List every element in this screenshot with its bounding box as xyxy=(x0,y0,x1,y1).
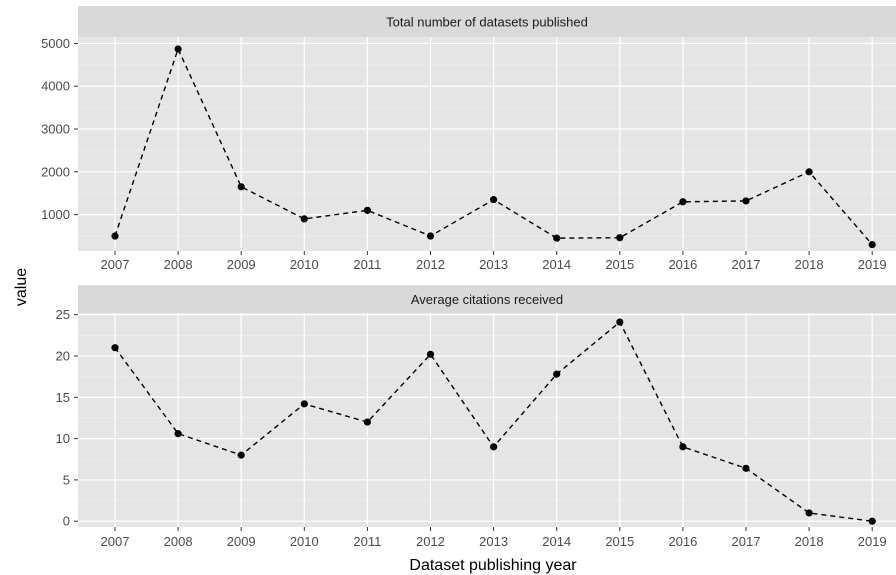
data-point xyxy=(616,234,624,242)
x-tick-label: 2009 xyxy=(227,534,256,549)
x-tick-label: 2014 xyxy=(542,257,571,272)
x-tick-label: 2015 xyxy=(605,257,634,272)
x-tick-label: 2018 xyxy=(795,257,824,272)
data-point xyxy=(300,400,308,408)
x-tick-label: 2017 xyxy=(732,534,761,549)
data-point xyxy=(868,240,876,249)
data-point xyxy=(616,318,624,326)
x-tick-label: 2008 xyxy=(164,257,193,272)
x-tick-label: 2012 xyxy=(416,257,445,272)
x-tick-label: 2011 xyxy=(353,534,381,549)
x-tick-label: 2009 xyxy=(227,257,256,272)
x-tick-label: 2010 xyxy=(290,257,319,272)
data-point xyxy=(426,232,435,240)
x-tick-label: 2013 xyxy=(479,534,508,549)
x-tick-label: 2014 xyxy=(542,534,571,549)
x-tick-label: 2008 xyxy=(164,534,193,549)
y-tick-label: 2000 xyxy=(41,164,70,179)
data-point xyxy=(111,344,119,352)
y-tick-label: 25 xyxy=(56,307,70,322)
y-tick-label: 5 xyxy=(63,472,70,487)
data-point xyxy=(237,451,245,459)
x-tick-label: 2019 xyxy=(858,534,887,549)
data-point xyxy=(868,517,876,525)
data-point xyxy=(426,350,435,358)
y-tick-label: 10 xyxy=(56,431,70,446)
x-tick-label: 2015 xyxy=(605,534,634,549)
facet-panel-1: Total number of datasets published 1000 20… xyxy=(41,6,896,272)
y-tick-label: 1000 xyxy=(41,207,70,222)
x-tick-label: 2018 xyxy=(795,534,824,549)
y-tick-label: 5000 xyxy=(41,36,70,51)
plot-panel xyxy=(78,313,896,527)
x-tick-label: 2007 xyxy=(101,257,130,272)
x-tick-label: 2013 xyxy=(479,257,508,272)
facet-title: Average citations received xyxy=(411,292,563,307)
data-point xyxy=(553,370,561,378)
x-axis-title: Dataset publishing year xyxy=(409,557,577,574)
facet-strip xyxy=(78,6,896,37)
data-point xyxy=(363,206,371,214)
y-axis-title: value xyxy=(13,268,30,306)
facet-strip xyxy=(78,285,896,313)
data-point xyxy=(742,197,750,205)
y-tick-label: 3000 xyxy=(41,122,70,137)
y-tick-label: 0 xyxy=(63,514,70,529)
data-point xyxy=(363,418,371,426)
data-point xyxy=(300,215,308,223)
x-tick-label: 2010 xyxy=(290,534,319,549)
x-tick-label: 2017 xyxy=(732,257,761,272)
facet-title: Total number of datasets published xyxy=(386,15,588,30)
x-tick-label: 2011 xyxy=(353,257,381,272)
data-point xyxy=(805,168,813,176)
y-tick-label: 15 xyxy=(56,390,70,405)
y-tick-label: 4000 xyxy=(41,79,70,94)
plot-panel xyxy=(78,37,896,251)
data-point xyxy=(553,234,561,242)
data-point xyxy=(111,232,119,240)
data-point xyxy=(237,183,245,191)
y-tick-label: 20 xyxy=(56,348,70,363)
data-point xyxy=(679,443,687,451)
data-point xyxy=(679,198,687,206)
x-tick-label: 2019 xyxy=(858,257,887,272)
data-point xyxy=(174,430,182,438)
x-tick-label: 2007 xyxy=(101,534,130,549)
data-point xyxy=(174,45,182,53)
x-tick-label: 2012 xyxy=(416,534,445,549)
data-point xyxy=(490,196,498,204)
data-point xyxy=(805,509,813,517)
facet-panel-2: Average citations received 0 5 10 15 20 25 2007… xyxy=(56,285,896,549)
data-point xyxy=(742,464,750,472)
x-tick-label: 2016 xyxy=(668,534,697,549)
x-tick-label: 2016 xyxy=(668,257,697,272)
data-point xyxy=(490,443,498,451)
